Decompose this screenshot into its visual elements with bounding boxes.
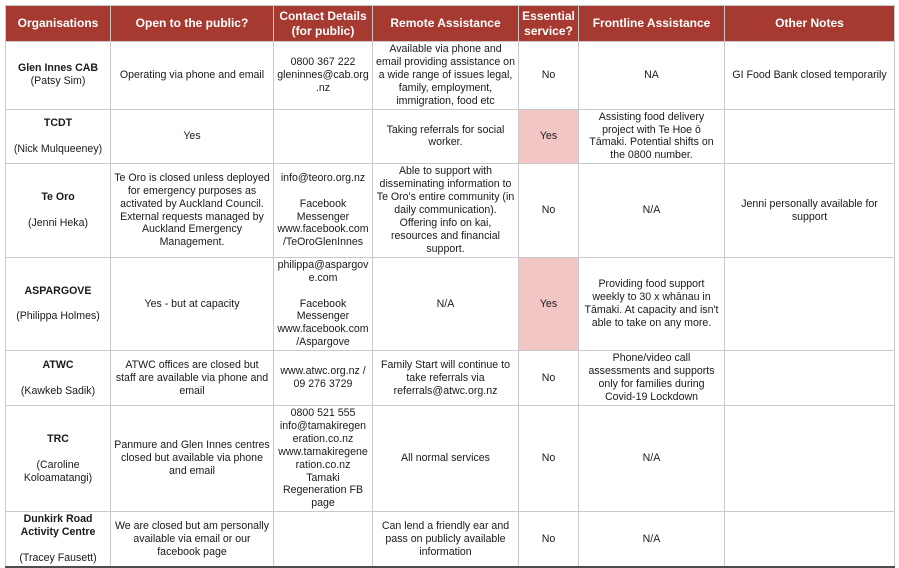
organisation-name: TCDT (43, 117, 73, 130)
cell-other-notes (724, 256, 895, 352)
organisation-name: Dunkirk Road Activity Centre (20, 513, 96, 539)
cell-other-notes (724, 511, 895, 568)
cell-frontline-assistance: Phone/video call assessments and support… (578, 350, 725, 406)
cell-essential-service: Yes (518, 108, 579, 165)
cell-frontline-assistance: Providing food support weekly to 30 x wh… (578, 256, 725, 352)
org-spacer (9, 539, 107, 552)
table-row: ASPARGOVE (Philippa Holmes) Yes - but at c… (5, 256, 895, 352)
cell-organisation: ATWC (Kawkeb Sadik) (5, 350, 111, 406)
organisation-name: Te Oro (41, 191, 75, 204)
cell-essential-service: Yes (518, 256, 579, 352)
cell-organisation: Dunkirk Road Activity Centre (Tracey Faus… (5, 511, 111, 568)
cell-open-to-public: ATWC offices are closed but staff are av… (110, 350, 274, 406)
cell-remote-assistance: Can lend a friendly ear and pass on publ… (372, 511, 519, 568)
cell-contact-details (273, 511, 373, 568)
cell-remote-assistance: All normal services (372, 404, 519, 513)
header-cell-contact: Contact Details (for public) (273, 5, 373, 42)
cell-frontline-assistance: NA (578, 41, 725, 110)
header-row: Organisations Open to the public? Contact … (5, 5, 895, 42)
cell-frontline-assistance: N/A (578, 404, 725, 513)
table-row: Glen Innes CAB (Patsy Sim) Operating via p… (5, 41, 895, 110)
cell-frontline-assistance: N/A (578, 163, 725, 258)
cell-remote-assistance: Family Start will continue to take refer… (372, 350, 519, 406)
header-cell-organisations: Organisations (5, 5, 111, 42)
header-cell-notes: Other Notes (724, 5, 895, 42)
cell-open-to-public: Te Oro is closed unless deployed for eme… (110, 163, 274, 258)
cell-organisation: TCDT (Nick Mulqueeney) (5, 108, 111, 165)
header-cell-open: Open to the public? (110, 5, 274, 42)
table-row: TRC (Caroline Koloamatangi) Panmure and Gl… (5, 404, 895, 513)
cell-open-to-public: Yes - but at capacity (110, 256, 274, 352)
org-spacer (9, 297, 107, 310)
cell-contact-details: 0800 521 555 info@tamakiregeneration.co.… (273, 404, 373, 513)
organisation-name: TRC (47, 432, 69, 445)
header-cell-frontline: Frontline Assistance (578, 5, 725, 42)
cell-essential-service: No (518, 350, 579, 406)
cell-organisation: Glen Innes CAB (Patsy Sim) (5, 41, 111, 110)
organisation-contact-person: (Philippa Holmes) (16, 310, 100, 323)
cell-open-to-public: Panmure and Glen Innes centres closed bu… (110, 404, 274, 513)
organisation-contact-person: (Tracey Fausett) (19, 552, 97, 565)
services-table: Organisations Open to the public? Contact … (5, 5, 895, 568)
header-cell-essential: Essential service? (518, 5, 579, 42)
cell-contact-details: 0800 367 222 gleninnes@cab.org.nz (273, 41, 373, 110)
cell-other-notes: GI Food Bank closed temporarily (724, 41, 895, 110)
cell-remote-assistance: Taking referrals for social worker. (372, 108, 519, 165)
table-row: ATWC (Kawkeb Sadik) ATWC offices are close… (5, 350, 895, 406)
org-spacer (9, 130, 107, 143)
organisation-contact-person: (Caroline Koloamatangi) (23, 458, 93, 484)
organisation-name: ASPARGOVE (24, 284, 92, 297)
cell-frontline-assistance: N/A (578, 511, 725, 568)
cell-contact-details: info@teoro.org.nz Facebook Messenger www… (273, 163, 373, 258)
cell-other-notes (724, 108, 895, 165)
org-spacer (9, 204, 107, 217)
cell-remote-assistance: Able to support with disseminating infor… (372, 163, 519, 258)
cell-contact-details (273, 108, 373, 165)
cell-other-notes (724, 350, 895, 406)
cell-organisation: ASPARGOVE (Philippa Holmes) (5, 256, 111, 352)
cell-open-to-public: We are closed but am personally availabl… (110, 511, 274, 568)
cell-essential-service: No (518, 404, 579, 513)
table-row: Dunkirk Road Activity Centre (Tracey Faus… (5, 511, 895, 568)
cell-contact-details: www.atwc.org.nz / 09 276 3729 (273, 350, 373, 406)
cell-organisation: TRC (Caroline Koloamatangi) (5, 404, 111, 513)
cell-organisation: Te Oro (Jenni Heka) (5, 163, 111, 258)
cell-remote-assistance: Available via phone and email providing … (372, 41, 519, 110)
cell-other-notes (724, 404, 895, 513)
table-row: Te Oro (Jenni Heka) Te Oro is closed unles… (5, 163, 895, 258)
header-cell-remote: Remote Assistance (372, 5, 519, 42)
organisation-contact-person: (Nick Mulqueeney) (13, 142, 103, 155)
cell-contact-details: philippa@aspargove.com Facebook Messenge… (273, 256, 373, 352)
cell-remote-assistance: N/A (372, 256, 519, 352)
cell-essential-service: No (518, 511, 579, 568)
cell-open-to-public: Yes (110, 108, 274, 165)
organisation-contact-person: (Patsy Sim) (30, 75, 86, 88)
cell-essential-service: No (518, 41, 579, 110)
cell-frontline-assistance: Assisting food delivery project with Te … (578, 108, 725, 165)
org-spacer (9, 446, 107, 459)
cell-other-notes: Jenni personally available for support (724, 163, 895, 258)
org-spacer (9, 372, 107, 385)
organisation-name: Glen Innes CAB (17, 62, 99, 75)
organisation-contact-person: (Kawkeb Sadik) (20, 384, 96, 397)
cell-open-to-public: Operating via phone and email (110, 41, 274, 110)
table-row: TCDT (Nick Mulqueeney) Yes Taking referrals… (5, 108, 895, 165)
organisation-contact-person: (Jenni Heka) (27, 217, 89, 230)
organisation-name: ATWC (42, 358, 74, 371)
cell-essential-service: No (518, 163, 579, 258)
